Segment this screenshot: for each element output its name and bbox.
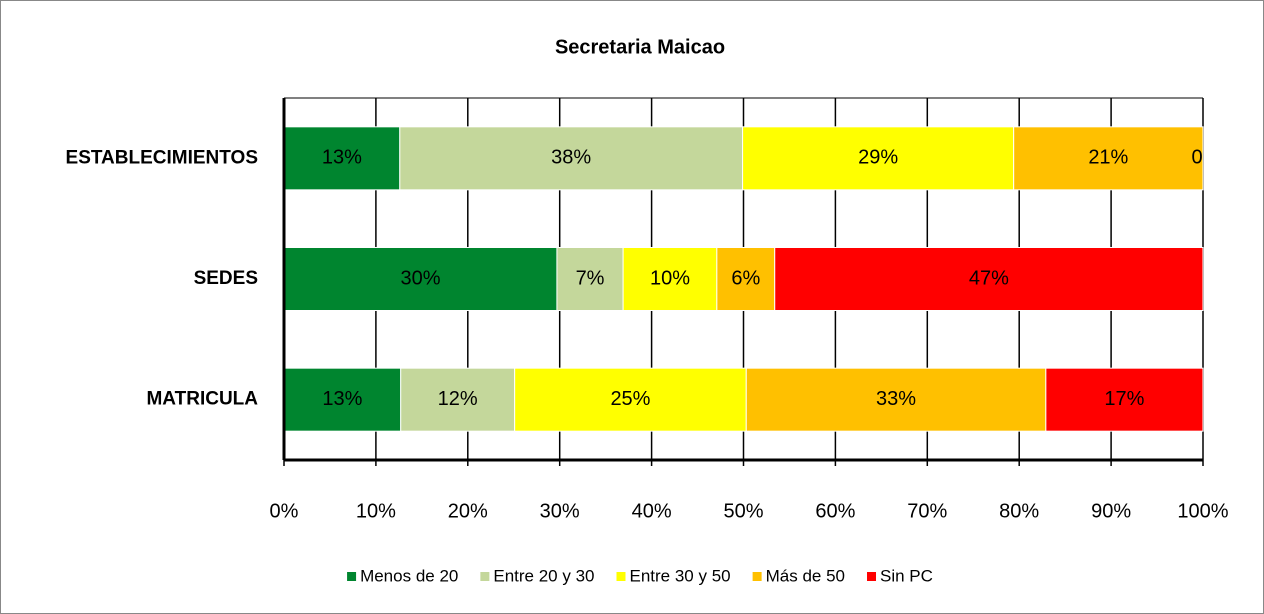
legend-swatch	[616, 572, 626, 581]
data-label: 13%	[322, 147, 362, 169]
data-label: 29%	[858, 147, 898, 169]
bar-segment	[1013, 126, 1204, 191]
data-label: 30%	[400, 267, 440, 289]
bar-segment	[745, 367, 1047, 432]
legend-label: Entre 30 y 50	[629, 566, 730, 585]
data-label: 33%	[876, 388, 916, 410]
x-tick-label: 30%	[540, 500, 580, 522]
x-tick-label: 60%	[815, 500, 855, 522]
legend-label: Más de 50	[766, 566, 845, 585]
bar-segment	[283, 247, 558, 311]
bar-segment	[742, 126, 1015, 191]
bar-segment	[1045, 367, 1204, 432]
legend-swatch	[867, 572, 877, 581]
bar-segment	[283, 126, 401, 191]
x-tick-label: 80%	[999, 500, 1039, 522]
data-label: 10%	[650, 267, 690, 289]
bar-segment	[774, 247, 1204, 311]
x-tick-label: 0%	[270, 500, 299, 522]
bar-segment	[283, 367, 402, 432]
data-label: 17%	[1104, 388, 1144, 410]
x-tick-label: 90%	[1091, 500, 1131, 522]
x-tick-label: 70%	[907, 500, 947, 522]
chart-title: Secretaria Maicao	[555, 36, 725, 58]
legend-label: Entre 20 y 30	[493, 566, 594, 585]
legend: Menos de 20 Entre 20 y 30 Entre 30 y 50 Más…	[347, 566, 933, 585]
x-tick-label: 100%	[1177, 500, 1228, 522]
data-label: 7%	[576, 267, 605, 289]
bar-segment	[556, 247, 624, 311]
x-tick-label: 50%	[723, 500, 763, 522]
legend-swatch	[752, 572, 762, 581]
legend-swatch	[347, 572, 357, 581]
data-label: 6%	[731, 267, 760, 289]
bar-segment	[514, 367, 747, 432]
x-tick-label: 20%	[448, 500, 488, 522]
data-label: 12%	[438, 388, 478, 410]
y-tick-label: ESTABLECIMIENTOS	[66, 147, 258, 168]
x-tick-label: 40%	[632, 500, 672, 522]
x-tick-label: 10%	[356, 500, 396, 522]
data-label: 25%	[610, 388, 650, 410]
data-label: 21%	[1088, 147, 1128, 169]
bar-segment	[399, 126, 744, 191]
data-label: 0	[1191, 147, 1202, 169]
bar-segment	[400, 367, 516, 432]
bar-segment	[716, 247, 776, 311]
y-tick-label: SEDES	[194, 268, 258, 289]
data-label: 13%	[322, 388, 362, 410]
y-tick-label: MATRICULA	[146, 389, 258, 410]
legend-label: Sin PC	[880, 566, 933, 585]
legend-label: Menos de 20	[360, 566, 458, 585]
data-label: 47%	[969, 267, 1009, 289]
legend-swatch	[480, 572, 490, 581]
data-label: 38%	[551, 147, 591, 169]
